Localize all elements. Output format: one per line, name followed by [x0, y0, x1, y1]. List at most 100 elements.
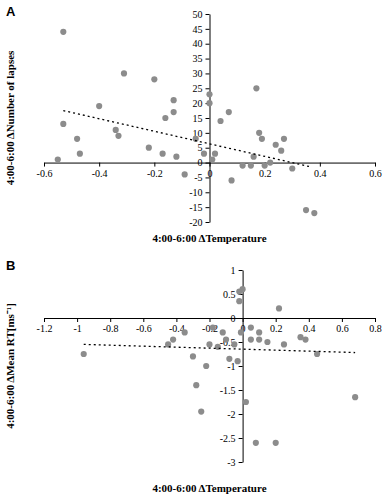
y-tick-label: 40 [193, 38, 203, 49]
y-tick: 0 [198, 157, 210, 168]
point [96, 103, 102, 109]
x-axis-title: 4:00-6:00 ΔTemperature [152, 482, 266, 494]
y-tick: -2.5 [220, 433, 243, 444]
y-tick-label: 20 [193, 98, 203, 109]
x-tick: -0.6 [37, 163, 53, 179]
point [273, 142, 279, 148]
x-tick-label: -1 [73, 323, 81, 334]
x-tick-mark [99, 163, 100, 167]
y-tick-label: 25 [193, 83, 203, 94]
x-tick-label: 0.6 [336, 323, 349, 334]
point [259, 136, 265, 142]
y-axis: -3-2.5-2-1.5-1-0.500.51 [220, 265, 243, 468]
x-tick-label: 0.2 [270, 323, 283, 334]
figure: -0.6-0.4-0.200.20.40.6-20-15-10-50510152… [0, 0, 387, 500]
point [289, 165, 295, 171]
y-tick-label: 35 [193, 53, 203, 64]
point [217, 118, 223, 124]
y-tick: 0.5 [223, 289, 243, 300]
point [281, 136, 287, 142]
y-tick-mark [239, 414, 243, 415]
y-tick-label: 45 [193, 24, 203, 35]
x-tick-mark [143, 318, 144, 322]
y-tick-label: -1 [227, 361, 235, 372]
y-tick: -15 [189, 202, 209, 213]
y-tick: 25 [193, 83, 210, 94]
x-tick-mark [276, 318, 277, 322]
point [170, 337, 176, 343]
y-tick-label: -15 [189, 202, 202, 213]
point [253, 85, 259, 91]
point [256, 130, 262, 136]
point [162, 115, 168, 121]
x-tick-mark [44, 163, 45, 167]
y-tick: -5 [194, 172, 209, 183]
point [206, 100, 212, 106]
point [115, 133, 121, 139]
point [262, 162, 268, 168]
marks [55, 29, 318, 216]
point [228, 177, 234, 183]
point [248, 162, 254, 168]
point [352, 394, 358, 400]
point [226, 356, 232, 362]
point [243, 399, 249, 405]
y-tick-mark [206, 192, 210, 193]
point [182, 171, 188, 177]
y-tick-mark [206, 73, 210, 74]
point [113, 127, 119, 133]
x-axis: -0.6-0.4-0.200.20.40.6 [37, 163, 382, 179]
x-tick-mark [375, 318, 376, 322]
point [276, 305, 282, 311]
x-tick-label: -0.4 [92, 168, 108, 179]
y-tick-label: -2.5 [220, 433, 236, 444]
x-tick-mark [176, 318, 177, 322]
panel-label: B [6, 258, 15, 273]
point [240, 286, 246, 292]
y-tick-label: 30 [193, 68, 203, 79]
point [151, 76, 157, 82]
x-tick-label: 0.4 [303, 323, 316, 334]
point [256, 337, 262, 343]
point [256, 329, 262, 335]
point [171, 97, 177, 103]
trend-line [63, 111, 311, 167]
point [281, 341, 287, 347]
x-tick-mark [309, 318, 310, 322]
y-tick: 35 [193, 53, 210, 64]
x-tick-mark [44, 318, 45, 322]
y-tick: -0.5 [220, 337, 243, 348]
x-axis-title: 4:00-6:00 ΔTemperature [152, 232, 266, 244]
x-tick-mark [375, 163, 376, 167]
trend-line [84, 344, 355, 352]
y-tick-label: -20 [189, 217, 202, 228]
point [55, 157, 61, 163]
y-tick-label: 50 [193, 9, 203, 20]
point [278, 148, 284, 154]
x-tick-mark [110, 318, 111, 322]
y-axis-line [243, 271, 244, 463]
x-tick-label: 0.6 [369, 168, 382, 179]
point [206, 341, 212, 347]
point [253, 440, 259, 446]
x-tick-mark [342, 318, 343, 322]
y-tick-mark [239, 366, 243, 367]
point [248, 337, 254, 343]
y-tick: -10 [189, 187, 209, 198]
y-tick-mark [239, 318, 243, 319]
x-tick: -0.2 [202, 318, 218, 334]
point [146, 145, 152, 151]
y-tick-label: -1.5 [220, 385, 236, 396]
point [182, 329, 188, 335]
point [121, 70, 127, 76]
y-tick: 1 [231, 265, 243, 276]
point [231, 341, 237, 347]
y-tick-mark [239, 270, 243, 271]
y-tick-mark [206, 44, 210, 45]
y-tick: 15 [193, 113, 210, 124]
x-tick: 0.2 [270, 318, 283, 334]
x-tick: -0.2 [147, 163, 163, 179]
point [171, 109, 177, 115]
point [206, 91, 212, 97]
x-tick-label: 0.2 [259, 168, 272, 179]
